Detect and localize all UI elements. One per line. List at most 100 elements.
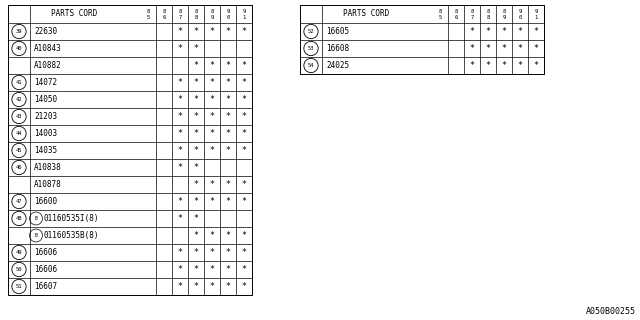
Text: 53: 53 bbox=[308, 46, 314, 51]
Text: 8: 8 bbox=[486, 9, 490, 14]
Text: *: * bbox=[193, 248, 198, 257]
Text: 45: 45 bbox=[16, 148, 22, 153]
Text: 46: 46 bbox=[16, 165, 22, 170]
Text: *: * bbox=[209, 27, 214, 36]
Text: PARTS CORD: PARTS CORD bbox=[343, 10, 389, 19]
Text: *: * bbox=[241, 197, 246, 206]
Text: 8: 8 bbox=[211, 9, 214, 14]
Text: 14050: 14050 bbox=[34, 95, 57, 104]
Text: 43: 43 bbox=[16, 114, 22, 119]
Text: 14035: 14035 bbox=[34, 146, 57, 155]
Text: 8: 8 bbox=[179, 9, 182, 14]
Text: *: * bbox=[241, 129, 246, 138]
Text: 6: 6 bbox=[163, 15, 166, 20]
Text: 42: 42 bbox=[16, 97, 22, 102]
Text: *: * bbox=[225, 197, 230, 206]
Text: *: * bbox=[225, 95, 230, 104]
Text: 6: 6 bbox=[454, 15, 458, 20]
Text: *: * bbox=[193, 265, 198, 274]
Text: *: * bbox=[241, 265, 246, 274]
Text: 7: 7 bbox=[470, 15, 474, 20]
Bar bbox=[300, 5, 544, 74]
Text: *: * bbox=[225, 61, 230, 70]
Text: 16605: 16605 bbox=[326, 27, 349, 36]
Text: 0: 0 bbox=[227, 15, 230, 20]
Text: *: * bbox=[177, 112, 182, 121]
Text: *: * bbox=[209, 265, 214, 274]
Text: *: * bbox=[209, 180, 214, 189]
Text: *: * bbox=[177, 44, 182, 53]
Text: 8: 8 bbox=[486, 15, 490, 20]
Text: A10878: A10878 bbox=[34, 180, 61, 189]
Text: *: * bbox=[470, 44, 474, 53]
Text: 7: 7 bbox=[179, 15, 182, 20]
Text: *: * bbox=[209, 231, 214, 240]
Text: 49: 49 bbox=[16, 250, 22, 255]
Text: 16608: 16608 bbox=[326, 44, 349, 53]
Text: *: * bbox=[177, 197, 182, 206]
Text: 40: 40 bbox=[16, 46, 22, 51]
Text: *: * bbox=[486, 61, 490, 70]
Text: 14003: 14003 bbox=[34, 129, 57, 138]
Text: *: * bbox=[177, 27, 182, 36]
Text: 9: 9 bbox=[227, 9, 230, 14]
Text: *: * bbox=[225, 129, 230, 138]
Text: 8: 8 bbox=[454, 9, 458, 14]
Text: 22630: 22630 bbox=[34, 27, 57, 36]
Text: 8: 8 bbox=[470, 9, 474, 14]
Text: A050B00255: A050B00255 bbox=[586, 307, 636, 316]
Text: 21203: 21203 bbox=[34, 112, 57, 121]
Text: *: * bbox=[534, 61, 538, 70]
Text: 51: 51 bbox=[16, 284, 22, 289]
Text: *: * bbox=[502, 27, 506, 36]
Text: 16600: 16600 bbox=[34, 197, 57, 206]
Text: *: * bbox=[193, 78, 198, 87]
Text: 48: 48 bbox=[16, 216, 22, 221]
Text: 0: 0 bbox=[518, 15, 522, 20]
Text: *: * bbox=[241, 27, 246, 36]
Text: B: B bbox=[35, 216, 37, 221]
Text: B: B bbox=[35, 233, 37, 238]
Text: *: * bbox=[193, 129, 198, 138]
Text: 16606: 16606 bbox=[34, 248, 57, 257]
Text: *: * bbox=[193, 146, 198, 155]
Text: *: * bbox=[209, 248, 214, 257]
Text: *: * bbox=[502, 44, 506, 53]
Text: 47: 47 bbox=[16, 199, 22, 204]
Text: *: * bbox=[177, 214, 182, 223]
Text: A10838: A10838 bbox=[34, 163, 61, 172]
Text: *: * bbox=[209, 129, 214, 138]
Text: *: * bbox=[209, 282, 214, 291]
Text: 1: 1 bbox=[243, 15, 246, 20]
Text: 1: 1 bbox=[534, 15, 538, 20]
Text: A10843: A10843 bbox=[34, 44, 61, 53]
Text: *: * bbox=[241, 231, 246, 240]
Text: *: * bbox=[225, 248, 230, 257]
Text: 01160535B(8): 01160535B(8) bbox=[44, 231, 99, 240]
Text: 5: 5 bbox=[438, 15, 442, 20]
Text: *: * bbox=[177, 95, 182, 104]
Text: *: * bbox=[502, 61, 506, 70]
Bar bbox=[8, 5, 252, 295]
Text: *: * bbox=[193, 95, 198, 104]
Text: *: * bbox=[193, 231, 198, 240]
Text: *: * bbox=[518, 61, 522, 70]
Text: *: * bbox=[518, 44, 522, 53]
Text: PARTS CORD: PARTS CORD bbox=[51, 10, 97, 19]
Text: *: * bbox=[193, 27, 198, 36]
Text: 8: 8 bbox=[163, 9, 166, 14]
Text: *: * bbox=[534, 27, 538, 36]
Text: *: * bbox=[225, 112, 230, 121]
Text: *: * bbox=[177, 282, 182, 291]
Text: *: * bbox=[209, 78, 214, 87]
Text: 5: 5 bbox=[147, 15, 150, 20]
Text: *: * bbox=[225, 27, 230, 36]
Text: 8: 8 bbox=[502, 9, 506, 14]
Text: *: * bbox=[225, 180, 230, 189]
Text: 9: 9 bbox=[534, 9, 538, 14]
Text: 9: 9 bbox=[502, 15, 506, 20]
Text: 52: 52 bbox=[308, 29, 314, 34]
Text: *: * bbox=[470, 61, 474, 70]
Text: *: * bbox=[209, 95, 214, 104]
Text: *: * bbox=[486, 44, 490, 53]
